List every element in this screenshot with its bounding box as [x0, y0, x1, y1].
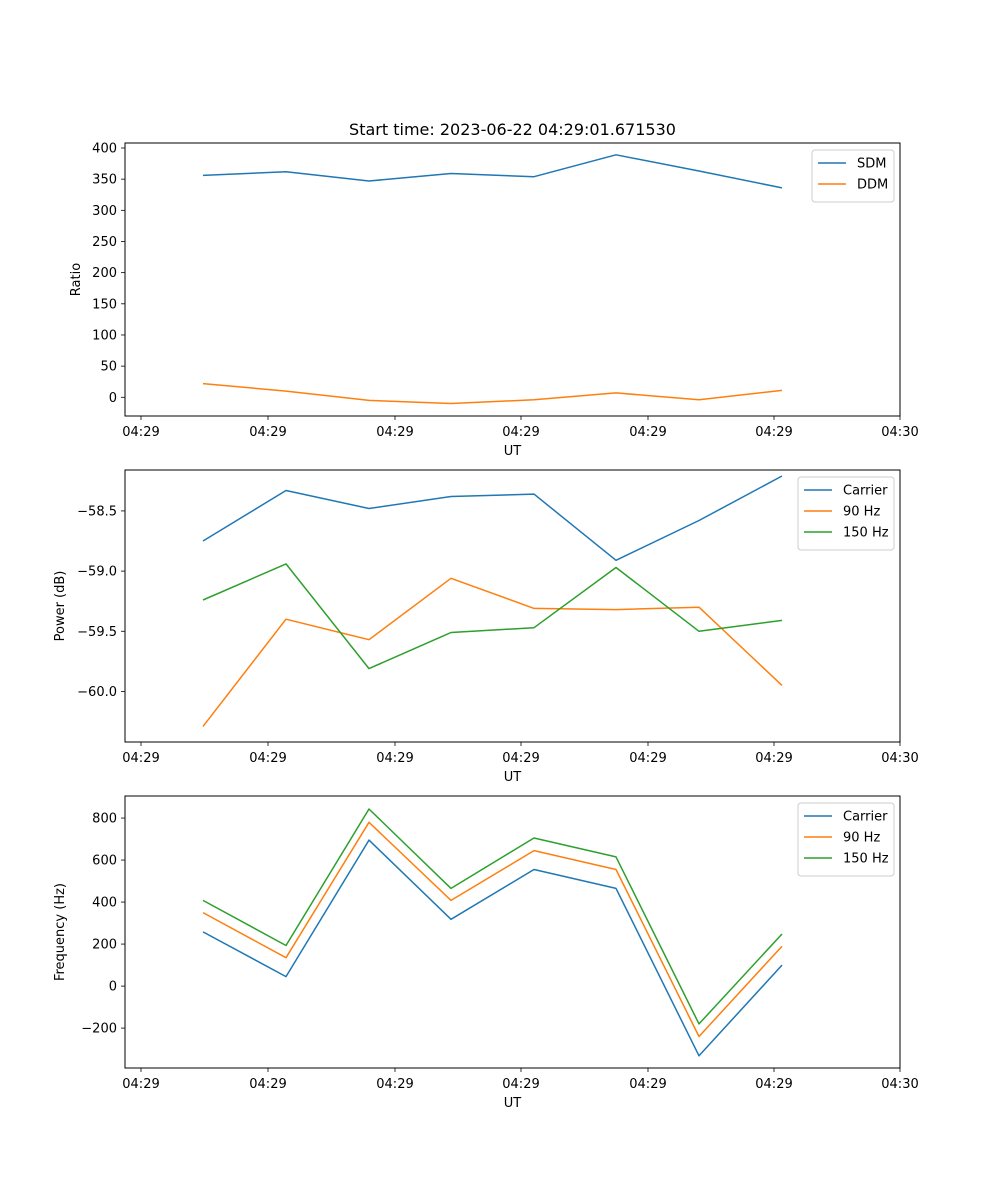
x-tick-label: 04:29 — [122, 425, 159, 440]
plot-frame — [124, 142, 901, 417]
x-tick-label: 04:30 — [881, 425, 918, 440]
x-tick-label: 04:29 — [755, 425, 792, 440]
x-tick-label: 04:29 — [122, 1077, 159, 1092]
y-tick-label: 300 — [92, 204, 117, 219]
x-tick-label: 04:29 — [502, 425, 539, 440]
y-tick-label: −59.5 — [77, 625, 117, 640]
chart-panel-3: 04:29 04:29 04:29 04:29 04:29 04:29 04:30 −200 0… — [53, 795, 919, 1111]
y-tick-label: 150 — [92, 297, 117, 312]
x-tick-label: 04:29 — [755, 1077, 792, 1092]
chart-panel-1: 04:29 04:29 04:29 04:29 04:29 04:29 04:30 0 50 10… — [69, 120, 919, 459]
x-axis-label: UT — [504, 444, 522, 459]
series-line-carrier — [202, 475, 783, 562]
y-tick-label: −200 — [81, 1022, 117, 1037]
series-line-carrier — [202, 839, 783, 1057]
chart-title: Start time: 2023-06-22 04:29:01.671530 — [349, 120, 676, 139]
x-tick-label: 04:29 — [629, 1077, 666, 1092]
legend-entry: Carrier — [843, 810, 888, 825]
y-tick-label: 350 — [92, 173, 117, 188]
legend-entry: 150 Hz — [843, 526, 889, 541]
x-axis-label: UT — [504, 1096, 522, 1111]
x-tick-label: 04:30 — [881, 1077, 918, 1092]
x-tick-label: 04:29 — [502, 1077, 539, 1092]
y-tick-label: 400 — [92, 141, 117, 156]
plot-frame — [124, 795, 901, 1069]
x-axis-label: UT — [504, 770, 522, 785]
legend-entry: 150 Hz — [843, 852, 889, 867]
x-tick-label: 04:29 — [249, 1077, 286, 1092]
y-tick-label: 0 — [109, 391, 117, 406]
x-tick-label: 04:29 — [376, 1077, 413, 1092]
x-tick-label: 04:30 — [881, 751, 918, 766]
x-tick-label: 04:29 — [755, 751, 792, 766]
y-tick-label: −59.0 — [77, 565, 117, 580]
x-tick-label: 04:29 — [376, 425, 413, 440]
x-tick-label: 04:29 — [629, 425, 666, 440]
x-tick-label: 04:29 — [629, 751, 666, 766]
x-tick-label: 04:29 — [502, 751, 539, 766]
series-line-sdm — [202, 154, 783, 189]
series-line-ddm — [202, 382, 783, 405]
y-axis-label: Ratio — [69, 263, 84, 296]
y-tick-label: 0 — [109, 980, 117, 995]
series-line-90-hz — [202, 577, 783, 727]
series-line-90-hz — [202, 821, 783, 1038]
x-tick-label: 04:29 — [249, 425, 286, 440]
y-axis-label: Power (dB) — [53, 571, 68, 642]
chart-panel-2: 04:29 04:29 04:29 04:29 04:29 04:29 04:30 −60.0… — [53, 469, 919, 785]
y-tick-label: 50 — [100, 360, 117, 375]
series-line-150-hz — [202, 563, 783, 670]
legend-entry: 90 Hz — [843, 505, 880, 520]
y-tick-label: 100 — [92, 328, 117, 343]
plot-frame — [124, 469, 901, 743]
x-tick-label: 04:29 — [376, 751, 413, 766]
y-tick-label: 200 — [92, 938, 117, 953]
y-axis-label: Frequency (Hz) — [53, 883, 68, 981]
y-tick-label: −60.0 — [77, 685, 117, 700]
y-tick-label: −58.5 — [77, 504, 117, 519]
y-tick-label: 800 — [92, 812, 117, 827]
legend-entry: Carrier — [843, 484, 888, 499]
legend-entry: SDM — [857, 157, 886, 172]
legend-entry: DDM — [857, 178, 888, 193]
y-tick-label: 250 — [92, 235, 117, 250]
y-tick-label: 600 — [92, 854, 117, 869]
series-line-150-hz — [202, 808, 783, 1025]
y-tick-label: 200 — [92, 266, 117, 281]
x-tick-label: 04:29 — [249, 751, 286, 766]
y-tick-label: 400 — [92, 896, 117, 911]
x-tick-label: 04:29 — [122, 751, 159, 766]
legend-entry: 90 Hz — [843, 831, 880, 846]
